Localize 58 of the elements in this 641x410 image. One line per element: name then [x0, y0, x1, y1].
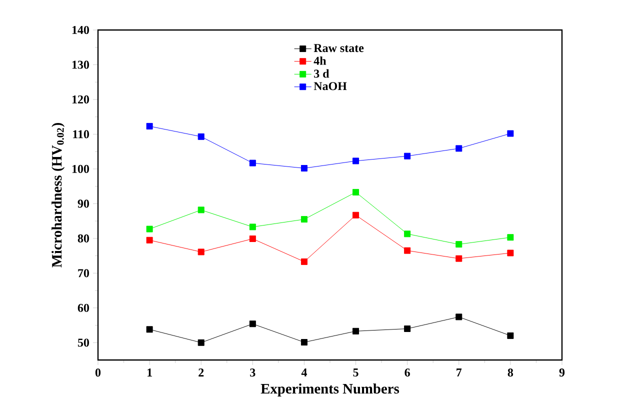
x-axis-title: Experiments Numbers [260, 383, 400, 397]
y-tick-label: 130 [72, 60, 90, 69]
y-tick-label: 60 [78, 304, 90, 312]
y-tick-label: 50 [78, 338, 90, 347]
point [404, 152, 411, 160]
legend-label: NaOH [314, 82, 347, 90]
legend-label: 3 d [314, 69, 330, 78]
y-tick-label: 90 [78, 200, 90, 208]
point [198, 339, 204, 346]
point [300, 216, 308, 223]
x-tick-label: 0 [95, 368, 101, 377]
point [456, 145, 462, 152]
point [456, 255, 462, 262]
x-tick-label: 9 [559, 368, 565, 377]
x-tick-label: 1 [148, 368, 152, 376]
point [146, 236, 153, 244]
x-tick-label: 6 [404, 368, 410, 377]
point [249, 320, 256, 328]
point [456, 314, 462, 320]
y-tick-label: 110 [73, 130, 90, 138]
y-tick-label: 120 [72, 95, 90, 104]
point [507, 130, 514, 137]
point [146, 326, 153, 333]
point [352, 188, 360, 196]
point [456, 241, 462, 248]
x-tick-label: 5 [353, 368, 358, 376]
point [300, 339, 308, 346]
point [352, 158, 360, 164]
point [300, 164, 308, 172]
x-tick-label: 3 [250, 368, 256, 377]
point [507, 234, 514, 241]
y-tick-label: 80 [78, 234, 90, 242]
y-tick-label: 100 [72, 164, 90, 173]
x-tick-label: 8 [508, 368, 514, 377]
x-tick-label: 4 [301, 368, 307, 376]
point [404, 325, 411, 332]
x-tick-label: 7 [456, 368, 462, 376]
point [352, 212, 360, 218]
point [249, 224, 256, 230]
point [507, 250, 514, 256]
point [198, 133, 204, 140]
point [249, 236, 256, 242]
point [146, 226, 153, 232]
point [300, 258, 308, 265]
legend-label: Raw state [314, 44, 364, 52]
point [404, 230, 411, 238]
point [146, 122, 153, 130]
point [404, 247, 411, 254]
point [198, 248, 204, 256]
x-tick-label: 2 [198, 368, 204, 376]
point [507, 332, 514, 339]
point [352, 328, 360, 334]
y-axis-title: Microhardness (HV$_{0.02}$) [52, 122, 65, 268]
point [198, 206, 204, 214]
legend-label: 4h [314, 56, 326, 65]
y-tick-label: 140 [72, 26, 90, 34]
point [249, 160, 256, 166]
y-tick-label: 70 [78, 269, 90, 278]
